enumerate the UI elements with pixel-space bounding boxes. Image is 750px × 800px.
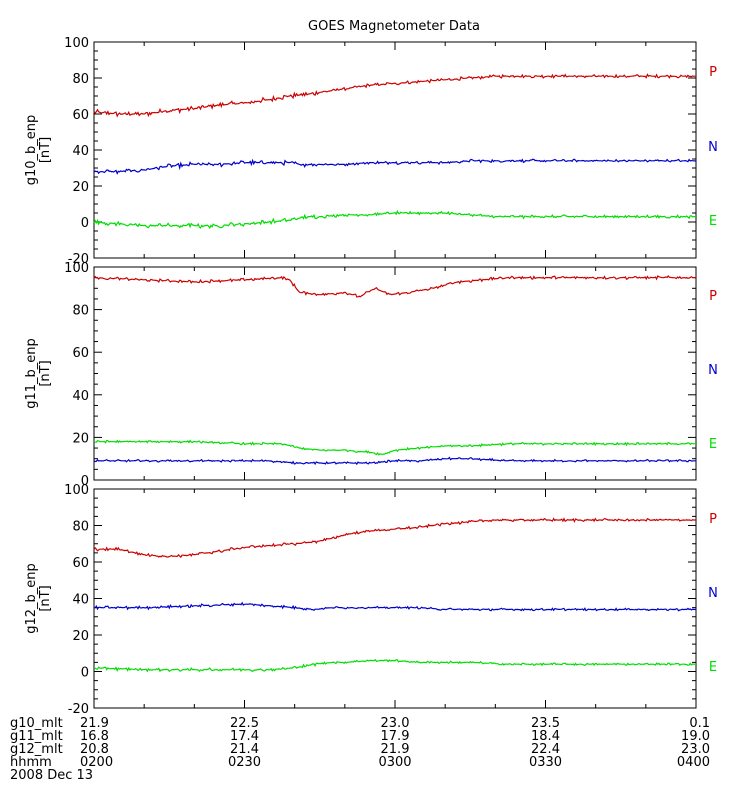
- series-line-n: [93, 158, 697, 175]
- series-label-n: N: [708, 586, 718, 601]
- footer-group: g10_mlt 21.9 22.5 23.0 23.5 0.1 g11_mlt 16.8 17.…: [10, 716, 710, 783]
- series-label-n: N: [708, 140, 718, 155]
- y-tick-label: 100: [64, 36, 89, 51]
- footer-row-label: g10_mlt: [10, 716, 63, 731]
- footer-row-value: 16.8: [80, 729, 109, 744]
- panel-3: -20 0 20 40 60 80 100 g12_b_enp [nT] P N E: [24, 483, 718, 717]
- series-label-n: N: [708, 363, 718, 378]
- y-tick-label: 60: [72, 346, 89, 361]
- y-axis-unit: [nT]: [38, 585, 53, 611]
- y-axis-unit: [nT]: [38, 137, 53, 163]
- footer-row-value: 17.4: [230, 729, 259, 744]
- y-tick-label: 80: [72, 520, 89, 535]
- y-tick-label: 0: [81, 216, 89, 231]
- y-tick-label: 80: [72, 304, 89, 319]
- series-line-e: [93, 209, 697, 230]
- footer-row-value: 0300: [378, 755, 411, 770]
- series-label-e: E: [709, 214, 717, 229]
- panel-2: 0 20 40 60 80 100 g11_b_enp [nT] P N E: [24, 261, 718, 489]
- y-tick-label: 40: [72, 389, 89, 404]
- series-line-p: [93, 517, 697, 559]
- y-axis-label: g12_b_enp: [24, 563, 39, 634]
- series-line-p: [93, 73, 697, 118]
- footer-row-value: 22.5: [230, 716, 259, 731]
- footer-row-value: 0.1: [689, 716, 710, 731]
- y-tick-label: -20: [68, 702, 89, 717]
- footer-row-value: 21.4: [230, 742, 259, 757]
- y-tick-label: 60: [72, 556, 89, 571]
- footer-row-value: 0200: [80, 755, 113, 770]
- y-tick-label: 40: [72, 593, 89, 608]
- y-tick-label: 100: [64, 261, 89, 276]
- footer-row-value: 21.9: [80, 716, 109, 731]
- y-tick-label: 0: [81, 666, 89, 681]
- footer-row-value: 0400: [677, 755, 710, 770]
- footer-row-value: 0330: [529, 755, 562, 770]
- y-tick-label: 60: [72, 108, 89, 123]
- footer-date: 2008 Dec 13: [10, 768, 93, 783]
- footer-row-value: 23.0: [681, 742, 710, 757]
- chart-title: GOES Magnetometer Data: [308, 19, 480, 34]
- y-tick-label: 100: [64, 483, 89, 498]
- footer-row-value: 18.4: [531, 729, 560, 744]
- y-axis-label: g11_b_enp: [24, 338, 39, 409]
- footer-row-label: g12_mlt: [10, 742, 63, 757]
- y-tick-label: 20: [72, 180, 89, 195]
- y-tick-label: 20: [72, 629, 89, 644]
- footer-row-value: 17.9: [381, 729, 410, 744]
- footer-row-value: 19.0: [681, 729, 710, 744]
- y-tick-label: 20: [72, 431, 89, 446]
- series-label-p: P: [709, 65, 717, 80]
- series-line-e: [93, 659, 697, 673]
- footer-row-label: g11_mlt: [10, 729, 63, 744]
- footer-row-value: 22.4: [531, 742, 560, 757]
- panel-1: -20 0 20 40 60 80 100 g10_b_enp [nT] P N E: [24, 36, 718, 267]
- footer-row-label: hhmm: [10, 755, 52, 770]
- y-axis-unit: [nT]: [38, 360, 53, 386]
- footer-row-value: 0230: [228, 755, 261, 770]
- footer-row-value: 21.9: [381, 742, 410, 757]
- series-line-e: [93, 439, 697, 456]
- footer-row-value: 23.5: [531, 716, 560, 731]
- y-tick-label: 80: [72, 72, 89, 87]
- series-label-p: P: [709, 289, 717, 304]
- series-label-p: P: [709, 512, 717, 527]
- series-line-n: [93, 601, 697, 612]
- series-line-n: [93, 456, 697, 466]
- y-axis-label: g10_b_enp: [24, 115, 39, 186]
- y-tick-label: 0: [81, 474, 89, 489]
- footer-row-value: 20.8: [80, 742, 109, 757]
- series-line-p: [93, 275, 697, 298]
- series-label-e: E: [709, 660, 717, 675]
- y-tick-label: -20: [68, 252, 89, 267]
- y-tick-label: 40: [72, 144, 89, 159]
- series-label-e: E: [709, 437, 717, 452]
- footer-row-value: 23.0: [381, 716, 410, 731]
